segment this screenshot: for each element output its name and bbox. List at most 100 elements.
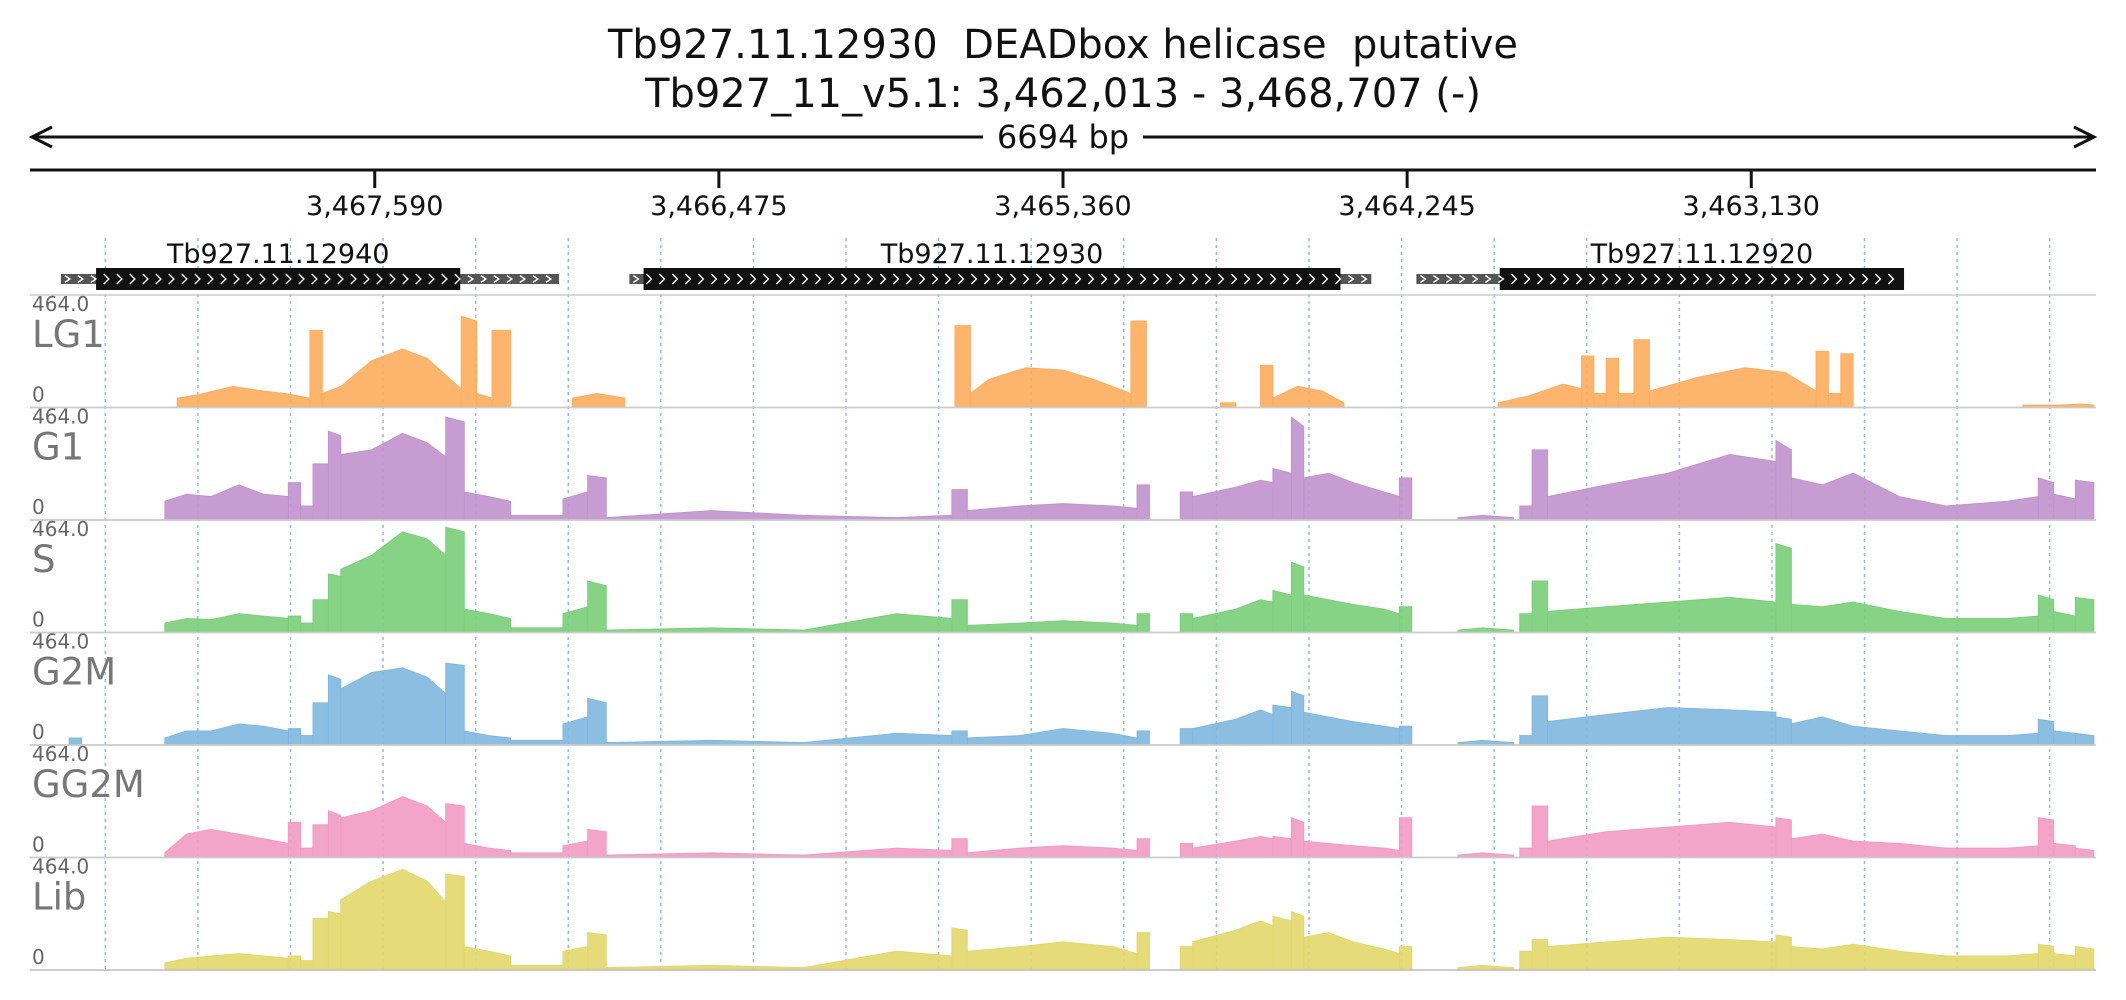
gene-cds [643,268,1341,290]
coverage-area [1136,730,1150,746]
coverage-area [1775,439,1792,521]
coverage-area [587,932,607,971]
coverage-area [2074,479,2095,521]
coverage-area [587,475,607,521]
coverage-area [571,392,626,408]
coverage-area [2037,594,2055,633]
coverage-area [1136,838,1150,858]
coverage-area [1531,695,1549,746]
gene-model: Tb927.11.12940 [60,239,559,290]
track-ymin-label: 0 [32,945,45,969]
coverage-area [562,606,589,633]
coverage-area [2037,718,2055,746]
coverage-area [340,868,447,971]
coverage-area [1790,716,2039,746]
coverage-area [327,810,342,858]
coverage-area [1290,690,1305,746]
coverage-area [300,960,314,971]
coverage-area [1531,805,1549,858]
coverage-area [1648,367,1817,408]
track-ymax-label: 464.0 [32,405,89,429]
coverage-area [969,367,1132,408]
coverage-area [1790,943,2039,971]
ruler-tick-label: 3,466,475 [650,191,787,222]
coverage-area [951,730,968,746]
coverage-area [1581,355,1595,408]
coverage-area [951,489,968,521]
coverage-area [951,927,968,971]
coverage-area [562,946,589,971]
coverage-area [463,946,512,971]
coverage-area [1633,339,1650,408]
coverage-area [966,503,1138,521]
coverage-area [2074,732,2095,746]
coverage-area [1618,392,1635,408]
coverage-area [1593,392,1607,408]
coverage-area [1775,716,1792,746]
coverage-area [1272,467,1292,521]
coverage-area [287,728,302,746]
coverage-area [2053,610,2076,633]
coverage-area [1272,385,1345,408]
track-ymin-label: 0 [32,833,45,857]
coverage-area [2074,596,2095,633]
coverage-area [1192,479,1274,521]
coverage-area [1192,920,1274,971]
coverage-area [164,723,289,746]
span-label-bg [983,118,1143,156]
track-name: Lib [32,876,86,919]
coverage-area [312,599,329,633]
coverage-area [1775,934,1792,971]
chart-subtitle: Tb927_11_v5.1: 3,462,013 - 3,468,707 (-) [645,71,1481,117]
coverage-area [1272,915,1292,971]
coverage-area [1519,847,1533,858]
ruler-tick-label: 3,465,360 [994,191,1131,222]
track-name: GG2M [32,763,145,806]
coverage-area [1398,817,1413,858]
track-ymin-label: 0 [32,720,45,744]
coverage-area [1303,594,1400,633]
coverage-area [1136,484,1150,521]
coverage-area [340,796,447,858]
coverage-area [445,416,465,521]
chart-title: Tb927.11.12930 DEADbox helicase putative [607,22,1519,68]
coverage-area [1136,932,1150,971]
coverage-area [587,580,607,633]
coverage-area [2074,847,2095,858]
track-name: S [32,538,56,581]
coverage-area [1179,613,1194,633]
strand-chevrons [1419,273,1895,285]
coverage-area [1519,950,1533,971]
coverage-area [1790,601,2039,633]
coverage-area [287,955,302,971]
track-ymin-label: 0 [32,495,45,519]
gene-label: Tb927.11.12920 [1590,239,1814,270]
coverage-area [312,918,329,971]
coverage-area [1136,613,1150,633]
coverage-area [312,824,329,858]
coverage-area [460,315,478,408]
coverage-area [445,873,465,971]
coverage-area [1303,472,1400,521]
coverage-area [2074,946,2095,971]
track-name: G1 [32,426,84,469]
coverage-area [463,608,512,633]
coverage-area [1547,596,1777,633]
coverage-area [300,847,314,858]
track-ymax-label: 464.0 [32,855,89,879]
gene-model: Tb927.11.12930 [629,239,1372,290]
coverage-area [1303,711,1400,746]
coverage-area [1179,491,1194,521]
track-ymax-label: 464.0 [32,517,89,541]
coverage-area [1775,817,1792,858]
coverage-area [463,491,512,521]
coverage-area [1398,946,1413,971]
coverage-area [954,325,971,408]
track-ymax-label: 464.0 [32,742,89,766]
coverage-area [1547,707,1777,746]
coverage-area [1398,725,1413,746]
coverage-area [1290,817,1305,858]
